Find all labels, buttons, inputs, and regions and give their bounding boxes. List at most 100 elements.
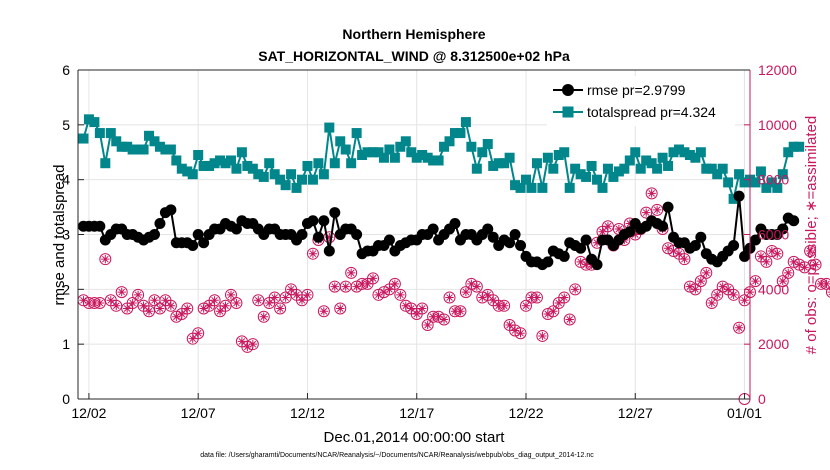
assimilated-obs-marker [565, 315, 574, 324]
totalspread-point [225, 155, 236, 166]
totalspread-point [133, 144, 144, 155]
assimilated-obs-marker [674, 249, 684, 258]
totalspread-point [187, 169, 198, 180]
assimilated-obs-marker [723, 285, 733, 294]
assimilated-obs-marker [472, 282, 482, 291]
totalspread-point [154, 141, 165, 152]
observation-count-series [77, 187, 830, 405]
assimilated-obs-marker [259, 312, 268, 321]
assimilated-obs-marker [79, 296, 88, 305]
totalspread-point [717, 163, 728, 174]
totalspread-point [378, 152, 389, 163]
totalspread-point [788, 141, 799, 152]
totalspread-point [619, 163, 630, 174]
assimilated-obs-marker [237, 337, 247, 346]
possible-obs-marker [99, 253, 112, 266]
totalspread-point [94, 128, 105, 139]
assimilated-obs-marker [128, 298, 137, 308]
assimilated-obs-marker [641, 208, 651, 217]
totalspread-point [105, 128, 116, 139]
assimilated-obs-marker [106, 296, 115, 305]
assimilated-obs-marker [483, 290, 492, 300]
y-tick-label-right: 10000 [758, 117, 797, 133]
possible-obs-marker [224, 288, 237, 301]
rmse-point [154, 218, 166, 230]
possible-obs-marker [694, 275, 707, 288]
assimilated-obs-marker [685, 282, 695, 291]
totalspread-point [422, 152, 433, 163]
assimilated-obs-marker [390, 279, 400, 289]
assimilated-obs-marker [221, 301, 230, 310]
possible-obs-marker [192, 327, 205, 340]
totalspread-point [291, 182, 302, 193]
y-tick-label-left: 6 [62, 62, 70, 78]
assimilated-obs-marker [270, 293, 279, 302]
assimilated-obs-marker [122, 304, 132, 313]
possible-obs-marker [132, 288, 145, 301]
totalspread-point [275, 174, 286, 185]
totalspread-point [608, 171, 619, 182]
assimilated-obs-marker [275, 304, 285, 313]
assimilated-obs-marker [90, 298, 99, 308]
rmse-point [788, 215, 800, 227]
possible-obs-marker [520, 299, 532, 312]
legend-totalspread-marker [562, 106, 574, 118]
rmse-point [449, 218, 461, 230]
assimilated-obs-marker [352, 282, 361, 291]
totalspread-point [521, 174, 531, 185]
assimilated-obs-marker [117, 287, 126, 297]
y-tick-label-right: 6000 [758, 227, 789, 243]
x-tick-label: 12/12 [290, 405, 325, 421]
assimilated-obs-marker [336, 304, 345, 313]
assimilated-obs-marker [489, 296, 498, 305]
assimilated-obs-marker [784, 268, 793, 278]
assimilated-obs-marker [161, 296, 170, 305]
assimilated-obs-marker [254, 296, 263, 305]
totalspread-point [668, 147, 679, 158]
assimilated-obs-marker [193, 329, 203, 338]
assimilated-obs-marker [374, 290, 383, 300]
assimilated-obs-marker [505, 320, 514, 330]
rmse-point [749, 234, 761, 246]
assimilated-obs-marker [560, 293, 569, 302]
possible-obs-marker [569, 283, 582, 296]
totalspread-point [510, 180, 521, 191]
possible-obs-marker [257, 310, 270, 323]
y-tick-label-left: 4 [62, 172, 70, 188]
assimilated-obs-marker [412, 309, 421, 319]
x-tick-label: 12/02 [71, 405, 106, 421]
possible-obs-marker [711, 288, 724, 301]
assimilated-obs-marker [614, 224, 624, 234]
assimilated-obs-marker [811, 260, 820, 269]
rmse-point [509, 229, 521, 240]
assimilated-obs-marker [319, 307, 329, 316]
assimilated-obs-marker [691, 285, 700, 294]
totalspread-point [318, 169, 329, 180]
rmse-point [482, 223, 494, 235]
totalspread-point [493, 158, 504, 169]
rmse-point [198, 237, 210, 249]
totalspread-point [570, 163, 581, 174]
totalspread-point [280, 180, 291, 191]
totalspread-point [335, 136, 346, 147]
y-tick-label-left: 2 [62, 281, 70, 297]
rmse-point [580, 234, 592, 246]
possible-obs-marker [394, 288, 407, 301]
rmse-point [329, 207, 341, 219]
possible-obs-marker [459, 286, 472, 299]
assimilated-obs-marker [718, 282, 727, 291]
totalspread-point [542, 152, 553, 163]
x-tick-label: 12/17 [399, 405, 434, 421]
assimilated-obs-marker [680, 254, 689, 264]
assimilated-obs-marker [554, 298, 563, 308]
assimilated-obs-marker [155, 304, 165, 313]
assimilated-obs-marker [303, 290, 312, 300]
totalspread-point [122, 141, 133, 152]
totalspread-point [264, 158, 275, 169]
possible-obs-marker [782, 266, 795, 279]
possible-obs-marker [115, 286, 128, 299]
assimilated-obs-marker [805, 246, 815, 256]
totalspread-point [455, 128, 466, 139]
assimilated-obs-marker [265, 298, 274, 308]
assimilated-obs-marker [297, 296, 307, 305]
